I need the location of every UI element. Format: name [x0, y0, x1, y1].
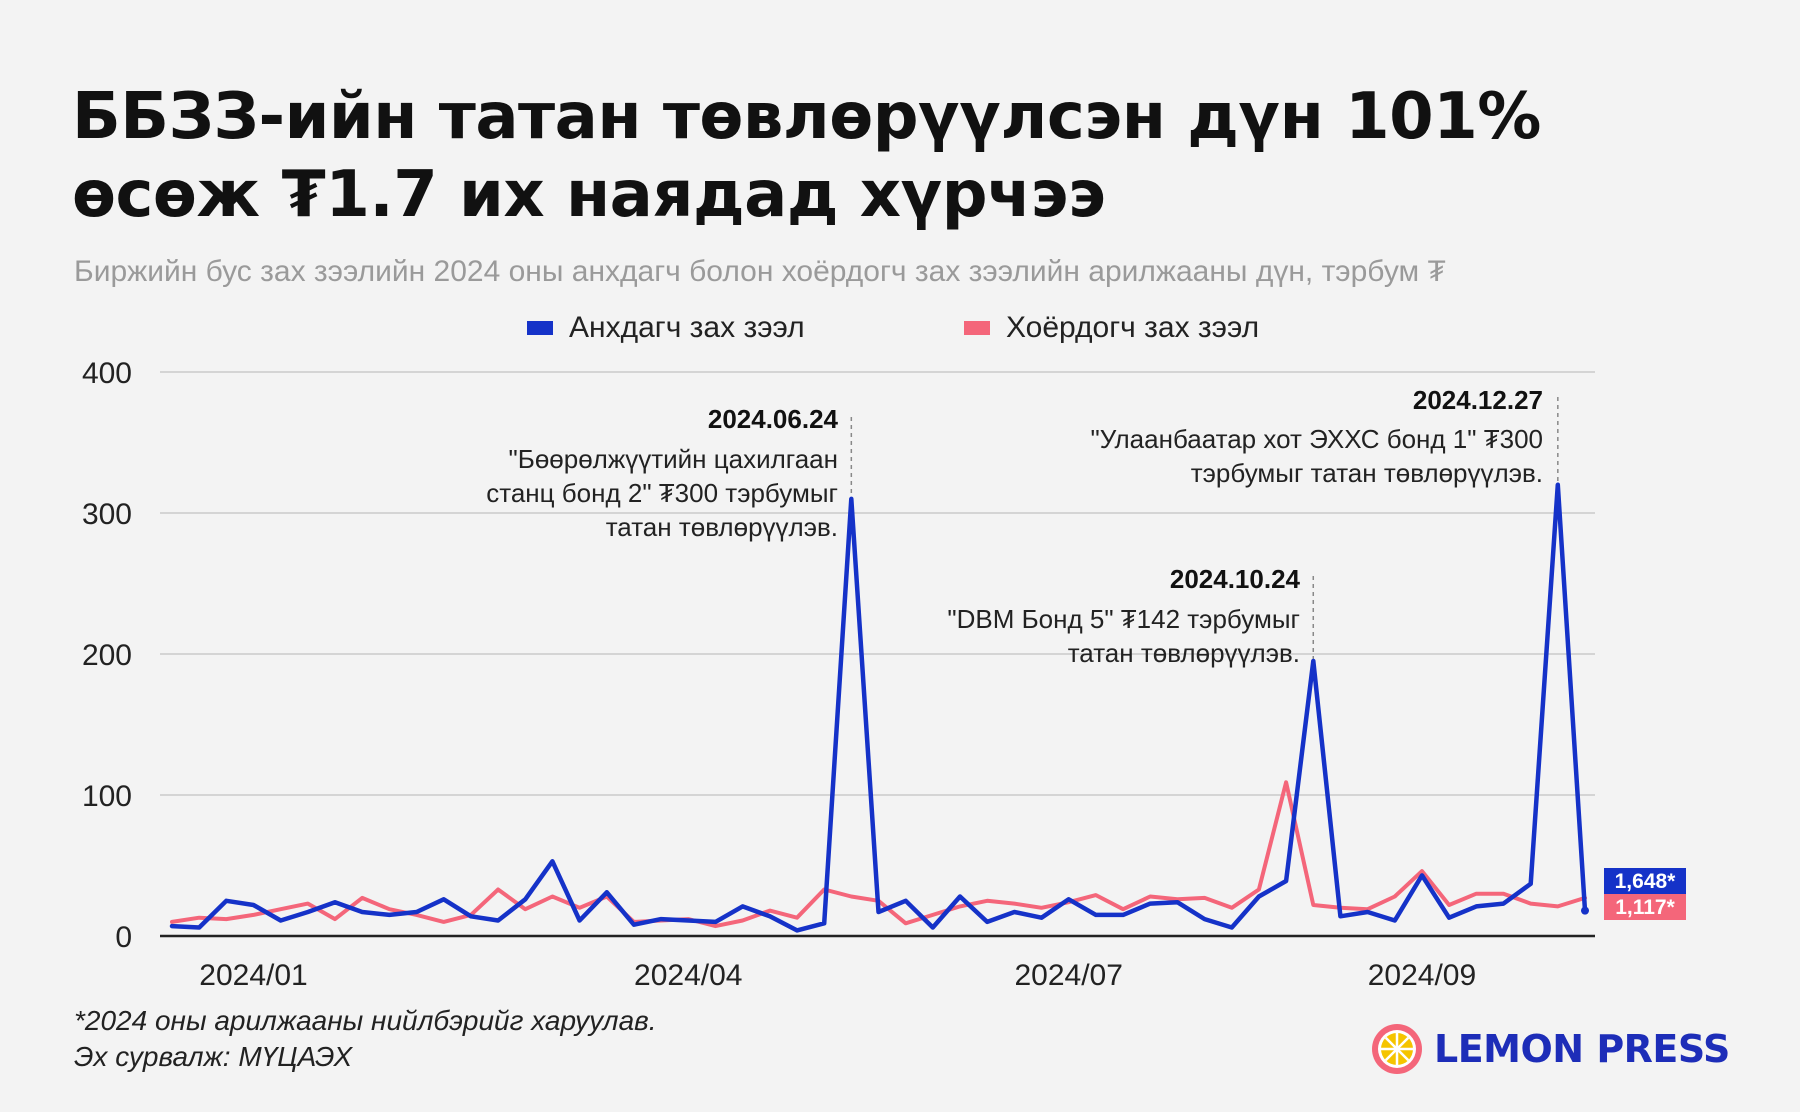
lemon-icon [1372, 1024, 1422, 1074]
source-note: Эх сурвалж: МҮЦАЭХ [74, 1041, 353, 1072]
legend-label-secondary: Хоёрдогч зах зээл [1006, 311, 1260, 344]
x-tick-label-2024-04: 2024/04 [634, 959, 742, 992]
annotation-text-0-0: "Бөөрөлжүүтийн цахилгаан [509, 444, 838, 474]
y-tick-label-400: 400 [82, 357, 132, 390]
annotation-text-1-1: татан төвлөрүүлэв. [1068, 638, 1300, 668]
total-label-text-0: 1,648* [1615, 870, 1677, 893]
annotation-date-1: 2024.10.24 [1170, 564, 1301, 594]
y-tick-label-300: 300 [82, 498, 132, 531]
title-line-2: өсөж ₮1.7 их наядад хүрчээ [72, 158, 1106, 232]
legend-item-primary: Анхдагч зах зээл [527, 308, 805, 348]
legend-label-primary: Анхдагч зах зээл [569, 311, 805, 344]
series-line-primary [169, 482, 1588, 933]
total-label-bg-1 [1604, 894, 1686, 920]
annotation-text-1-0: "DBM Бонд 5" ₮142 тэрбумыг [947, 604, 1300, 634]
total-label-bg-0 [1604, 868, 1686, 894]
annotation-text-0-1: станц бонд 2" ₮300 тэрбумыг [486, 478, 838, 508]
y-tick-label-100: 100 [82, 780, 132, 813]
annotation-text-2-0: "Улаанбаатар хот ЭХХС бонд 1" ₮300 [1091, 424, 1544, 454]
legend-swatch-primary [527, 321, 553, 335]
y-tick-label-0: 0 [115, 921, 132, 954]
total-label-primary: 1,648* [1604, 868, 1686, 894]
annotation-text-0-2: татан төвлөрүүлэв. [606, 512, 838, 542]
chart-title: ББЗЗ-ийн татан төвлөрүүлсэн дүн 101% өсө… [72, 78, 1722, 234]
logo: LEMON PRESS [1370, 1022, 1730, 1076]
x-tick-label-2024-09: 2024/09 [1368, 959, 1476, 992]
x-tick-label-2024-01: 2024/01 [199, 959, 307, 992]
logo-text: LEMON PRESS [1434, 1027, 1730, 1071]
data-point-primary-52 [1581, 906, 1589, 915]
title-line-1: ББЗЗ-ийн татан төвлөрүүлсэн дүн 101% [72, 80, 1541, 154]
annotation-date-2: 2024.12.27 [1413, 385, 1543, 415]
x-tick-label-2024-07: 2024/07 [1014, 959, 1122, 992]
annotation-text-2-1: тэрбумыг татан төвлөрүүлэв. [1191, 458, 1543, 488]
footnote: *2024 оны арилжааны нийлбэрийг харуулав. [74, 1005, 657, 1036]
y-tick-label-200: 200 [82, 639, 132, 672]
legend-item-secondary: Хоёрдогч зах зээл [964, 308, 1259, 348]
annotation-date-0: 2024.06.24 [708, 404, 839, 434]
total-label-secondary: 1,117* [1604, 894, 1686, 920]
legend-swatch-secondary [964, 321, 990, 335]
total-label-text-1: 1,117* [1615, 896, 1675, 919]
chart-subtitle: Биржийн бус зах зээлийн 2024 оны анхдагч… [74, 255, 1446, 288]
